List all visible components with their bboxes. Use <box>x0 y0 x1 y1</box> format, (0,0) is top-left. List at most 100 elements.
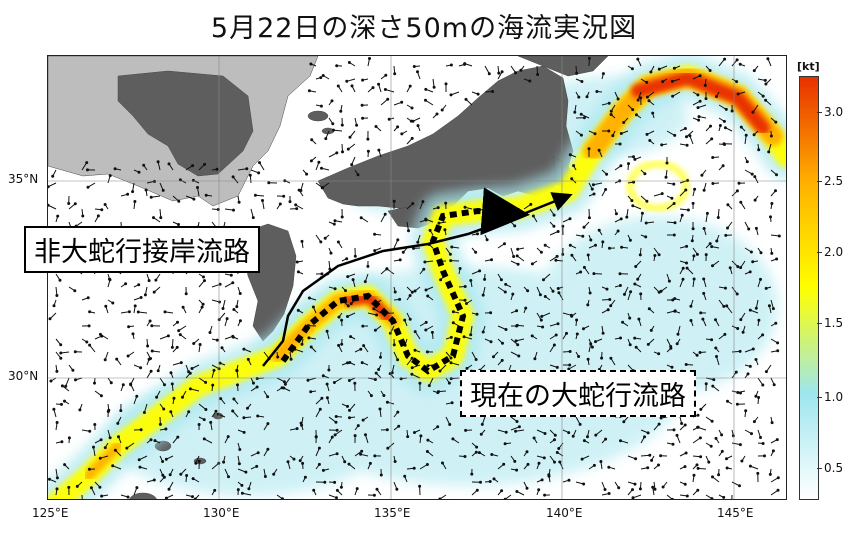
current-vector-head <box>346 404 349 408</box>
current-vector-head <box>767 304 771 308</box>
current-vector-head <box>659 416 663 420</box>
current-vector-head <box>738 443 742 447</box>
current-vector-head <box>282 194 286 198</box>
current-vector-head <box>242 416 246 420</box>
current-vector-head <box>372 493 376 497</box>
current-vector-head <box>331 122 335 126</box>
current-vector-head <box>152 478 156 482</box>
current-vector-head <box>543 493 547 497</box>
current-vector-head <box>439 278 443 282</box>
current-vector-head <box>67 485 71 489</box>
current-vector-head <box>348 135 352 139</box>
current-vector-head <box>60 402 63 406</box>
current-vector-head <box>592 272 596 276</box>
current-vector-head <box>513 224 517 228</box>
lon-tick: 125°E <box>32 506 69 520</box>
current-vector-head <box>321 468 325 472</box>
current-vector-head <box>702 227 706 230</box>
current-vector-head <box>332 381 336 384</box>
current-vector-head <box>450 401 454 405</box>
current-vector-head <box>469 279 473 282</box>
current-vector-head <box>451 437 455 441</box>
current-vector-head <box>158 422 162 426</box>
current-vector-head <box>178 178 182 182</box>
current-vector-head <box>148 319 152 323</box>
current-vector-head <box>712 378 716 382</box>
current-vector-head <box>196 186 199 189</box>
current-vector-head <box>684 363 688 366</box>
current-vector-head <box>363 280 367 284</box>
current-vector-head <box>589 342 593 346</box>
current-vector-head <box>73 202 77 206</box>
current-vector-head <box>416 124 420 128</box>
current-vector-head <box>634 265 638 268</box>
current-vector-head <box>701 317 705 321</box>
current-vector-head <box>553 460 556 464</box>
current-vector-head <box>317 160 321 164</box>
current-vector-head <box>607 492 611 495</box>
current-vector-head <box>597 148 601 152</box>
current-vector-head <box>238 319 242 323</box>
current-vector-head <box>592 192 596 196</box>
current-vector-head <box>556 230 560 233</box>
current-vector-head <box>377 82 381 86</box>
current-vector-head <box>556 322 560 326</box>
current-vector-head <box>683 465 687 469</box>
current-vector-head <box>108 436 112 440</box>
current-vector-head <box>356 424 360 428</box>
current-vector-head <box>187 370 191 374</box>
current-vector-head <box>307 336 311 340</box>
current-vector-head <box>375 487 379 491</box>
current-vector-head <box>396 410 400 414</box>
current-vector-head <box>340 215 344 219</box>
current-vector-head <box>449 335 453 339</box>
current-vector-head <box>204 380 208 384</box>
current-vector-head <box>476 232 479 236</box>
current-vector-head <box>448 252 452 256</box>
current-vector-head <box>320 396 324 400</box>
current-vector-head <box>736 391 740 394</box>
current-vector-head <box>385 428 389 432</box>
current-vector-head <box>309 345 313 349</box>
current-vector-head <box>98 485 102 489</box>
current-vector-head <box>543 243 547 247</box>
current-vector-head <box>212 368 216 372</box>
current-vector-head <box>407 229 410 233</box>
current-vector-head <box>665 161 669 165</box>
current-vector-head <box>88 310 92 314</box>
lon-tick: 135°E <box>374 506 411 520</box>
current-vector-head <box>319 104 323 108</box>
current-vector-head <box>474 450 478 454</box>
current-vector-head <box>684 451 688 455</box>
current-vector-head <box>198 343 202 346</box>
current-vector-head <box>504 282 508 286</box>
current-vector-head <box>515 309 519 313</box>
current-vector-head <box>335 64 339 68</box>
straight-path-label: 非大蛇行接岸流路 <box>24 226 260 273</box>
current-vector-head <box>155 395 159 399</box>
current-vector-head <box>125 446 129 450</box>
current-vector-head <box>131 332 135 336</box>
current-vector-head <box>515 254 519 258</box>
current-vector-head <box>748 308 752 312</box>
current-vector-head <box>335 488 339 492</box>
current-vector-head <box>709 444 713 448</box>
current-vector-head <box>320 186 324 190</box>
current-vector-head <box>411 119 415 123</box>
current-vector-head <box>298 459 302 463</box>
current-vector-head <box>671 442 675 446</box>
current-vector-head <box>736 265 740 269</box>
current-vector-head <box>761 333 765 337</box>
current-vector-head <box>593 132 597 136</box>
current-vector-head <box>194 461 198 465</box>
lat-tick: 35°N <box>8 172 39 186</box>
current-vector-head <box>111 301 115 305</box>
current-vector-head <box>449 93 453 97</box>
current-vector-head <box>361 324 365 328</box>
current-vector-head <box>398 258 402 262</box>
current-vector-head <box>681 277 685 281</box>
current-vector-head <box>349 335 353 339</box>
current-vector-head <box>176 320 179 324</box>
current-vector-head <box>532 436 536 440</box>
current-vector-head <box>306 378 310 382</box>
